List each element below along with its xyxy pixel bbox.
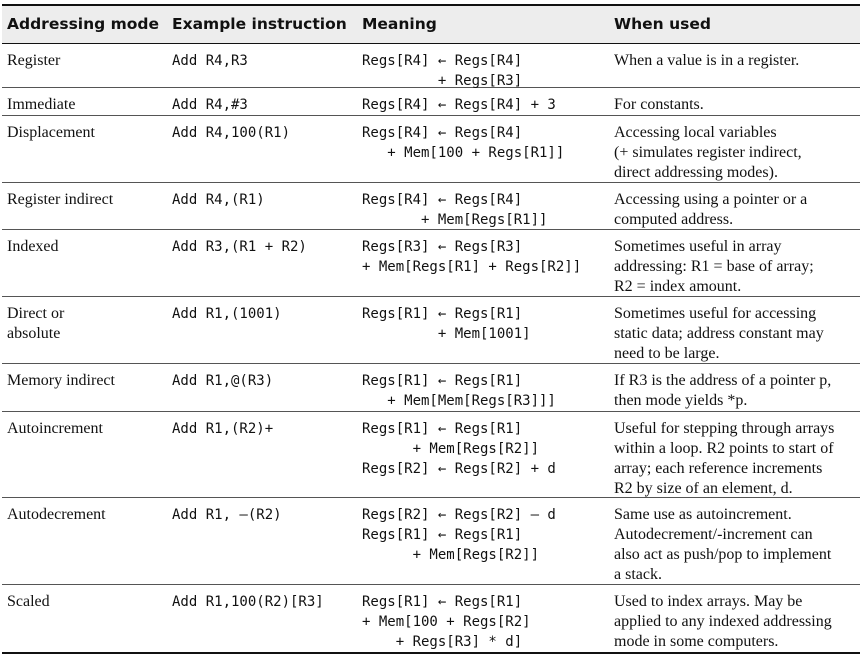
example-cell: Add R4,(R1) bbox=[172, 192, 265, 208]
example-cell: Add R1,100(R2)[R3] bbox=[172, 594, 324, 610]
when-cell: Accessing local variables (+ simulates r… bbox=[614, 124, 802, 181]
table-row: Autodecrement Add R1, –(R2) Regs[R2] ← R… bbox=[2, 498, 860, 585]
table-row: Indexed Add R3,(R1 + R2) Regs[R3] ← Regs… bbox=[2, 230, 860, 297]
table-row: Displacement Add R4,100(R1) Regs[R4] ← R… bbox=[2, 116, 860, 183]
mode-cell: Displacement bbox=[7, 124, 95, 141]
example-cell: Add R3,(R1 + R2) bbox=[172, 239, 307, 255]
mode-cell: Memory indirect bbox=[7, 372, 115, 389]
mode-cell: Indexed bbox=[7, 238, 59, 255]
mode-cell: Register indirect bbox=[7, 191, 114, 208]
header-when-used: When used bbox=[614, 15, 711, 33]
table-row: Scaled Add R1,100(R2)[R3] Regs[R1] ← Reg… bbox=[2, 585, 860, 652]
when-cell: Accessing using a pointer or a computed … bbox=[614, 191, 808, 228]
table-row: Immediate Add R4,#3 Regs[R4] ← Regs[R4] … bbox=[2, 88, 860, 116]
header-meaning: Meaning bbox=[362, 15, 437, 33]
when-cell: For constants. bbox=[614, 96, 704, 113]
example-cell: Add R1,(1001) bbox=[172, 306, 282, 322]
mode-cell: Scaled bbox=[7, 593, 50, 610]
meaning-cell: Regs[R3] ← Regs[R3] + Mem[Regs[R1] + Reg… bbox=[362, 239, 582, 275]
table-header: Addressing mode Example instruction Mean… bbox=[2, 6, 860, 44]
addressing-modes-table: Addressing mode Example instruction Mean… bbox=[2, 4, 860, 654]
mode-cell: Autoincrement bbox=[7, 420, 103, 437]
when-cell: Used to index arrays. May be applied to … bbox=[614, 593, 832, 650]
meaning-cell: Regs[R4] ← Regs[R4] + Mem[Regs[R1]] bbox=[362, 192, 548, 228]
example-cell: Add R4,#3 bbox=[172, 97, 248, 113]
meaning-cell: Regs[R1] ← Regs[R1] + Mem[1001] bbox=[362, 306, 531, 342]
table-row: Direct or absolute Add R1,(1001) Regs[R1… bbox=[2, 297, 860, 364]
example-cell: Add R4,100(R1) bbox=[172, 125, 291, 141]
example-cell: Add R1,@(R3) bbox=[172, 373, 274, 389]
meaning-cell: Regs[R1] ← Regs[R1] + Mem[Regs[R2]] Regs… bbox=[362, 421, 556, 477]
mode-cell: Register bbox=[7, 52, 61, 69]
when-cell: When a value is in a register. bbox=[614, 52, 800, 69]
meaning-cell: Regs[R4] ← Regs[R4] + Mem[100 + Regs[R1]… bbox=[362, 125, 565, 161]
header-addressing-mode: Addressing mode bbox=[7, 15, 160, 33]
table-row: Register Add R4,R3 Regs[R4] ← Regs[R4] +… bbox=[2, 44, 860, 89]
mode-cell: Direct or absolute bbox=[7, 305, 65, 342]
example-cell: Add R1,(R2)+ bbox=[172, 421, 274, 437]
mode-cell: Immediate bbox=[7, 96, 76, 113]
header-example-instruction: Example instruction bbox=[172, 15, 347, 33]
mode-cell: Autodecrement bbox=[7, 506, 106, 523]
table-row: Autoincrement Add R1,(R2)+ Regs[R1] ← Re… bbox=[2, 412, 860, 498]
when-cell: Useful for stepping through arrays withi… bbox=[614, 420, 835, 497]
meaning-cell: Regs[R4] ← Regs[R4] + Regs[R3] bbox=[362, 53, 523, 89]
table-row: Register indirect Add R4,(R1) Regs[R4] ←… bbox=[2, 183, 860, 230]
meaning-cell: Regs[R1] ← Regs[R1] + Mem[Mem[Regs[R3]]] bbox=[362, 373, 556, 409]
when-cell: Same use as autoincrement. Autodecrement… bbox=[614, 506, 832, 583]
example-cell: Add R1, –(R2) bbox=[172, 507, 282, 523]
meaning-cell: Regs[R4] ← Regs[R4] + 3 bbox=[362, 97, 556, 113]
when-cell: Sometimes useful in array addressing: R1… bbox=[614, 238, 814, 295]
table-row: Memory indirect Add R1,@(R3) Regs[R1] ← … bbox=[2, 364, 860, 412]
when-cell: If R3 is the address of a pointer p, the… bbox=[614, 372, 832, 409]
meaning-cell: Regs[R1] ← Regs[R1] + Mem[100 + Regs[R2]… bbox=[362, 594, 531, 650]
meaning-cell: Regs[R2] ← Regs[R2] – d Regs[R1] ← Regs[… bbox=[362, 507, 556, 563]
example-cell: Add R4,R3 bbox=[172, 53, 248, 69]
when-cell: Sometimes useful for accessing static da… bbox=[614, 305, 824, 362]
